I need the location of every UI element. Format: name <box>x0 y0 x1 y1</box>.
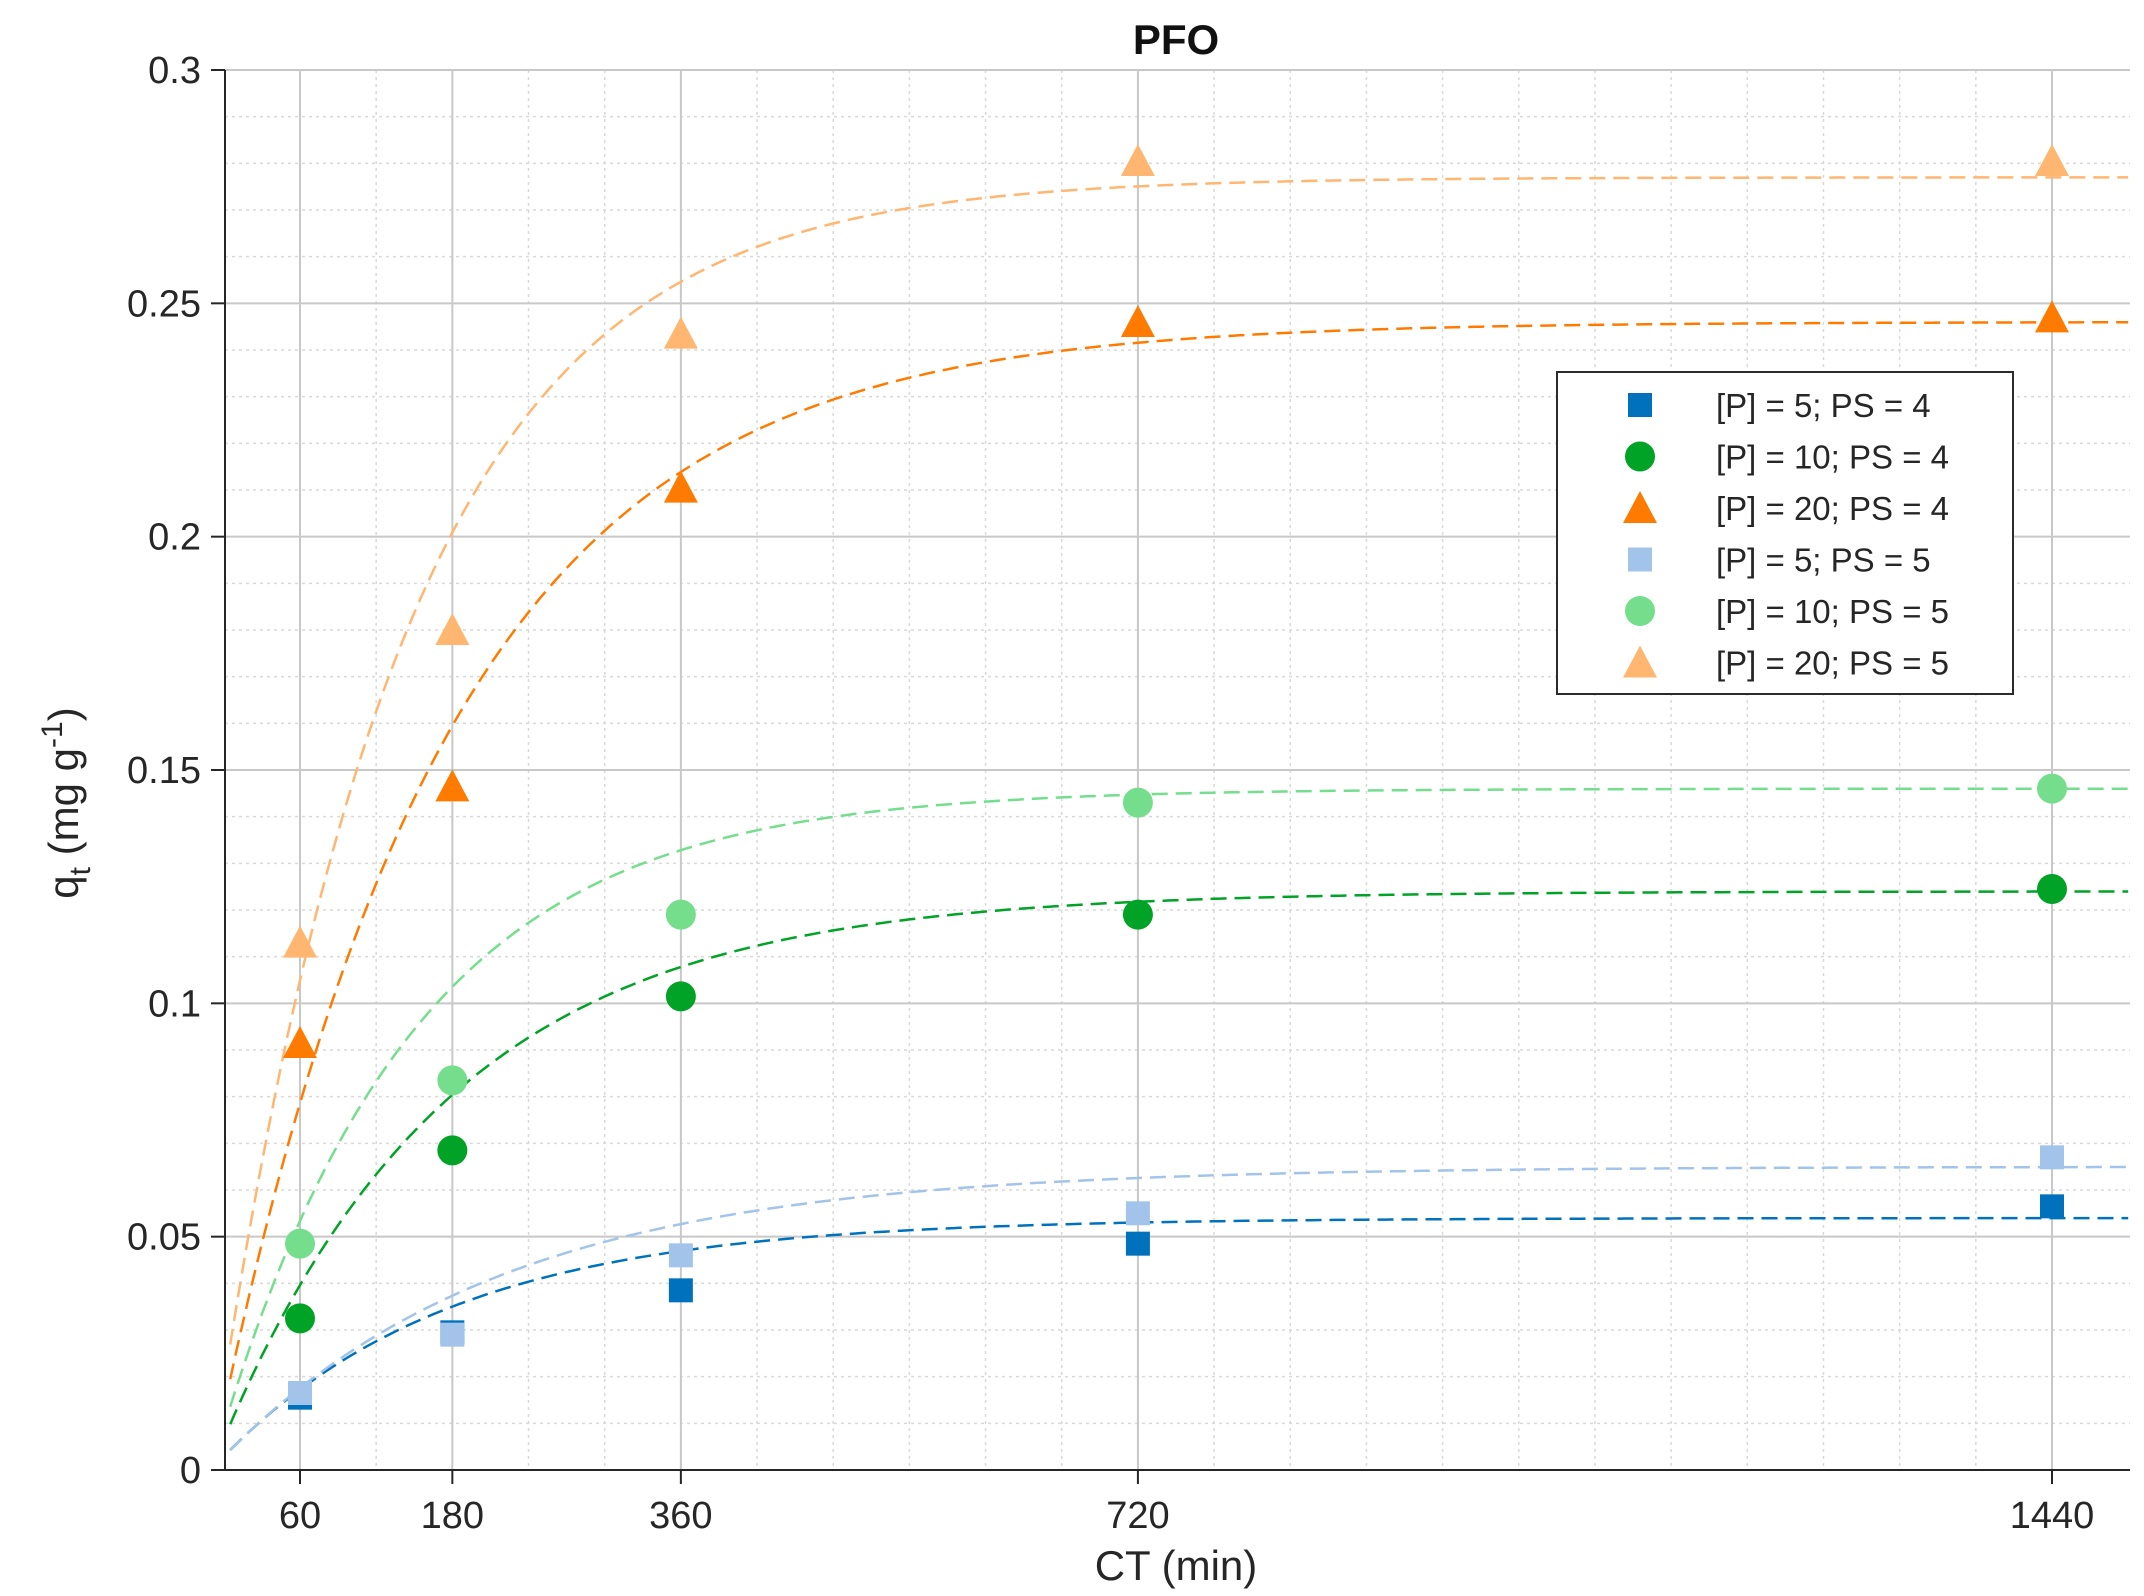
chart-title: PFO <box>1133 16 1219 63</box>
fit-curve-series-4 <box>229 1165 2129 1452</box>
legend-marker-6 <box>1623 645 1657 678</box>
grid <box>225 69 2130 1471</box>
y-tick-label: 0.1 <box>148 983 201 1025</box>
marker-series-4 <box>2040 1145 2064 1170</box>
y-axis-label: qt (mg g-1) <box>36 707 97 898</box>
x-axis-label: CT (min) <box>1095 1542 1258 1589</box>
marker-series-2 <box>285 1303 315 1334</box>
y-axis-label-superscript: -1 <box>36 721 69 748</box>
y-tick-label: 0 <box>180 1450 201 1492</box>
marker-series-6 <box>2035 144 2069 176</box>
y-axis-label-unit: (mg g <box>40 748 87 867</box>
marker-series-6 <box>663 316 698 349</box>
y-tick-label: 0.05 <box>127 1217 201 1259</box>
x-tick-label: 1440 <box>2010 1495 2095 1537</box>
marker-series-3 <box>283 1026 317 1058</box>
fit-curve-series-5 <box>229 787 2129 1408</box>
fit-curve-series-3 <box>228 321 2129 1380</box>
legend-label-5: [P] = 10; PS = 5 <box>1716 593 1949 630</box>
marker-series-4 <box>440 1322 465 1347</box>
legend-marker-4 <box>1628 547 1652 572</box>
marker-series-2 <box>665 981 696 1012</box>
legend-marker-5 <box>1625 596 1655 626</box>
x-tick-label: 720 <box>1106 1495 1169 1537</box>
y-axis-label-main: q <box>40 875 87 898</box>
marker-series-5 <box>2037 773 2067 804</box>
marker-series-3 <box>663 470 698 503</box>
legend-label-1: [P] = 5; PS = 4 <box>1716 387 1931 424</box>
marker-series-4 <box>1125 1201 1150 1226</box>
legend-label-2: [P] = 10; PS = 4 <box>1716 439 1949 476</box>
marker-series-4 <box>668 1243 693 1268</box>
legend-box <box>1556 371 2014 695</box>
y-axis-label-subscript: t <box>64 866 97 875</box>
legend-label-4: [P] = 5; PS = 5 <box>1716 542 1931 579</box>
marker-series-1 <box>2040 1194 2064 1219</box>
marker-series-3 <box>435 769 470 802</box>
marker-series-2 <box>2037 874 2067 904</box>
marker-series-5 <box>285 1228 315 1259</box>
marker-series-4 <box>288 1381 312 1405</box>
legend-marker-1 <box>1628 393 1652 417</box>
marker-series-2 <box>437 1135 468 1166</box>
legend-marker-2 <box>1625 441 1655 472</box>
marker-series-6 <box>1120 144 1155 176</box>
fit-curve-series-1 <box>229 1216 2129 1451</box>
marker-series-6 <box>435 613 470 645</box>
x-tick-label: 360 <box>649 1495 712 1537</box>
legend: [P] = 5; PS = 4 [P] = 10; PS = 4 [P] = 20;… <box>1556 371 2014 695</box>
y-tick-label: 0.2 <box>148 517 201 559</box>
marker-series-1 <box>1125 1231 1150 1256</box>
marker-series-5 <box>437 1065 468 1096</box>
data-markers <box>283 144 2069 1410</box>
marker-series-3 <box>1120 305 1155 337</box>
y-axis-label-unit-close: ) <box>40 707 87 721</box>
legend-label-3: [P] = 20; PS = 4 <box>1716 490 1949 527</box>
fit-curves <box>228 176 2129 1452</box>
y-tick-label: 0.25 <box>127 283 201 325</box>
marker-series-5 <box>665 899 696 930</box>
legend-label-6: [P] = 20; PS = 5 <box>1716 645 1949 682</box>
marker-series-2 <box>1122 899 1153 930</box>
marker-series-3 <box>2035 300 2069 333</box>
x-tick-label: 180 <box>421 1495 484 1537</box>
y-tick-label: 0.3 <box>148 50 201 92</box>
x-tick-label: 60 <box>279 1495 321 1537</box>
axes: 0 0.05 0.1 0.15 0.2 0.25 0.3 60 180 360 720 1440 <box>127 50 2130 1537</box>
marker-series-1 <box>668 1278 693 1303</box>
fit-curve-series-2 <box>229 890 2129 1425</box>
marker-series-6 <box>283 925 317 958</box>
fit-curve-series-6 <box>228 176 2129 1345</box>
y-tick-label: 0.15 <box>127 750 201 792</box>
legend-marker-3 <box>1623 491 1657 523</box>
marker-series-5 <box>1122 787 1153 818</box>
